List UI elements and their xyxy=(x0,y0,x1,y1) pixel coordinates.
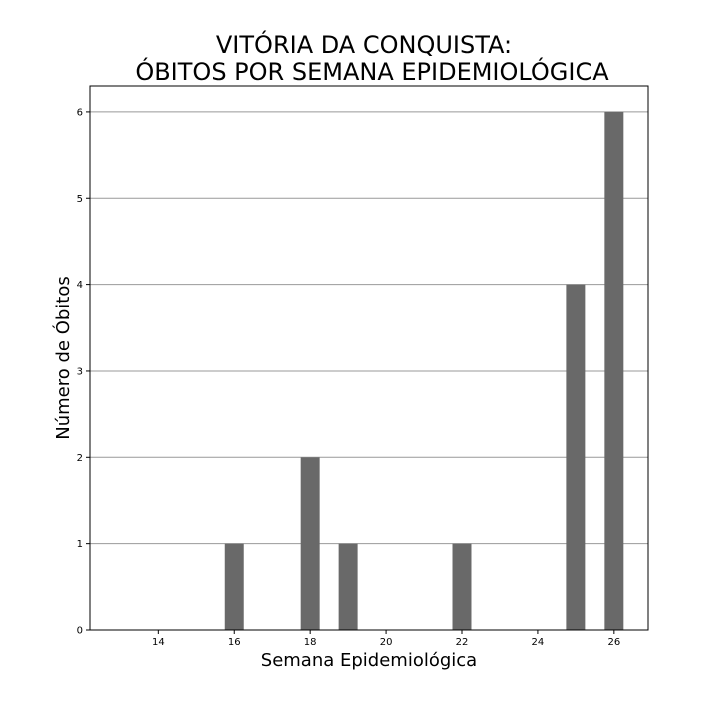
x-tick-label: 20 xyxy=(380,637,393,648)
x-tick-label: 18 xyxy=(304,637,317,648)
y-tick-label: 6 xyxy=(77,107,83,118)
y-axis-label: Número de Óbitos xyxy=(52,276,74,440)
y-tick-label: 4 xyxy=(77,280,83,291)
bar-week-16 xyxy=(225,544,244,630)
bar-week-26 xyxy=(604,112,623,630)
y-tick-label: 2 xyxy=(77,453,83,464)
chart-title-line-1: VITÓRIA DA CONQUISTA: xyxy=(216,29,512,59)
x-axis-label: Semana Epidemiológica xyxy=(261,650,477,671)
y-tick-label: 3 xyxy=(77,366,83,377)
plot-frame xyxy=(90,86,648,630)
axes xyxy=(86,86,648,634)
x-tick-label: 16 xyxy=(228,637,241,648)
x-tick-label: 24 xyxy=(532,637,545,648)
bar-week-19 xyxy=(339,544,358,630)
x-tick-label: 14 xyxy=(152,637,165,648)
y-tick-label: 0 xyxy=(77,626,83,637)
x-tick-label: 26 xyxy=(607,637,620,648)
chart-title-line-2: ÓBITOS POR SEMANA EPIDEMIOLÓGICA xyxy=(135,56,609,86)
grid-lines xyxy=(90,112,648,544)
x-tick-label: 22 xyxy=(456,637,469,648)
y-tick-label: 1 xyxy=(77,539,83,550)
bar-week-22 xyxy=(453,544,472,630)
y-tick-label: 5 xyxy=(77,194,83,205)
bar-week-25 xyxy=(566,285,585,630)
bar-week-18 xyxy=(301,457,320,630)
